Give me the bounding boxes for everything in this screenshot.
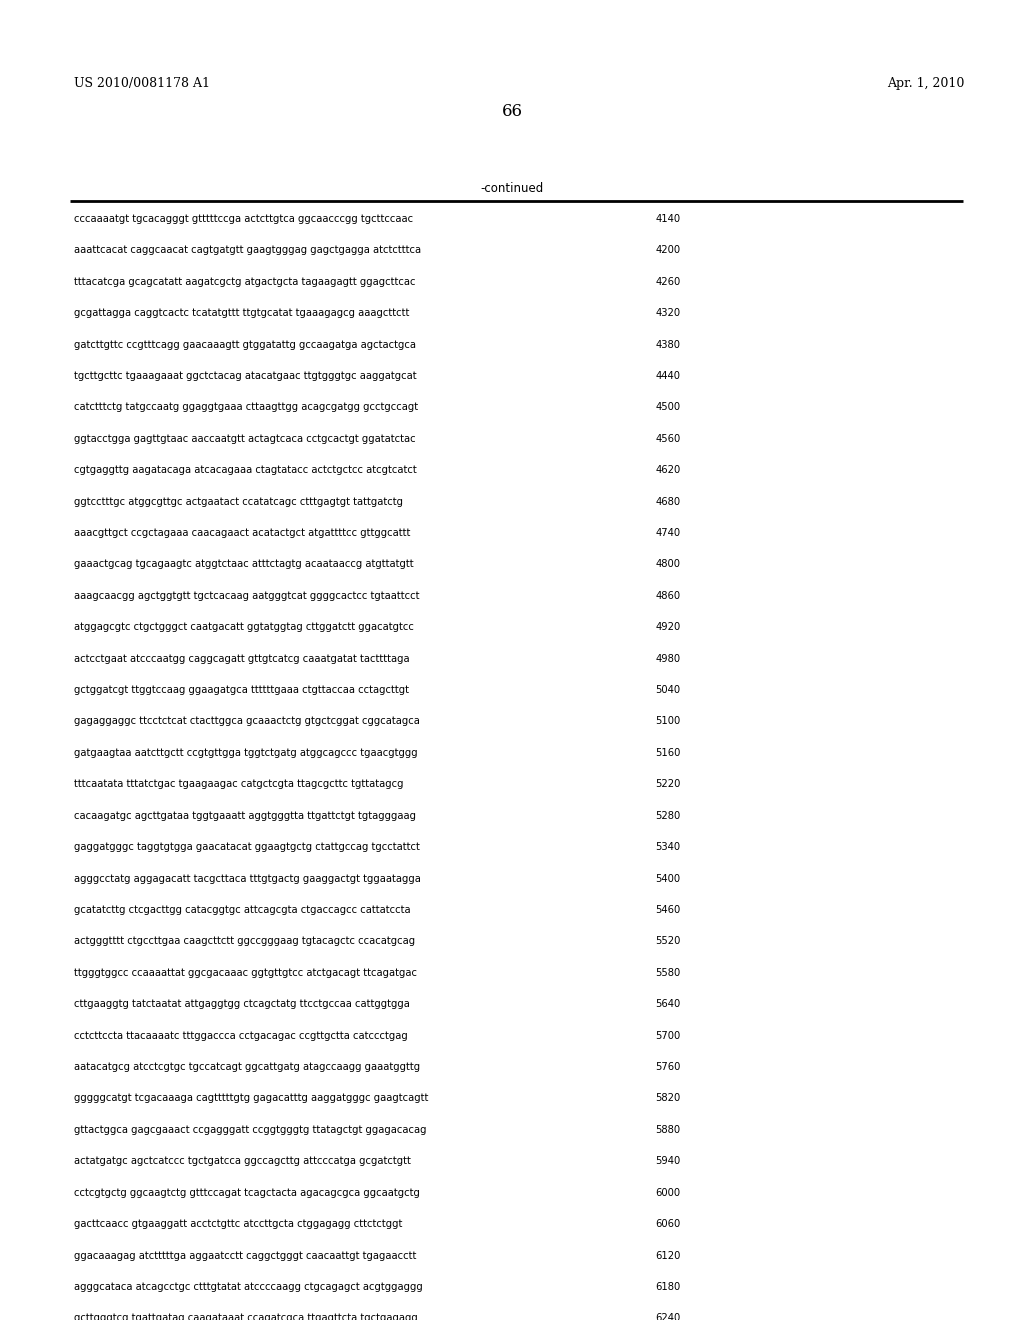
Text: -continued: -continued	[480, 182, 544, 195]
Text: 4740: 4740	[655, 528, 681, 539]
Text: 6060: 6060	[655, 1220, 681, 1229]
Text: 4380: 4380	[655, 339, 680, 350]
Text: ttgggtggcc ccaaaattat ggcgacaaac ggtgttgtcc atctgacagt ttcagatgac: ttgggtggcc ccaaaattat ggcgacaaac ggtgttg…	[74, 968, 417, 978]
Text: 6240: 6240	[655, 1313, 681, 1320]
Text: gatcttgttc ccgtttcagg gaacaaagtt gtggatattg gccaagatga agctactgca: gatcttgttc ccgtttcagg gaacaaagtt gtggata…	[74, 339, 416, 350]
Text: ggacaaagag atctttttga aggaatcctt caggctgggt caacaattgt tgagaacctt: ggacaaagag atctttttga aggaatcctt caggctg…	[74, 1250, 416, 1261]
Text: 5580: 5580	[655, 968, 681, 978]
Text: cacaagatgc agcttgataa tggtgaaatt aggtgggtta ttgattctgt tgtagggaag: cacaagatgc agcttgataa tggtgaaatt aggtggg…	[74, 810, 416, 821]
Text: 4140: 4140	[655, 214, 681, 224]
Text: 5220: 5220	[655, 779, 681, 789]
Text: 4680: 4680	[655, 496, 681, 507]
Text: aatacatgcg atcctcgtgc tgccatcagt ggcattgatg atagccaagg gaaatggttg: aatacatgcg atcctcgtgc tgccatcagt ggcattg…	[74, 1063, 420, 1072]
Text: 4860: 4860	[655, 591, 681, 601]
Text: 5820: 5820	[655, 1093, 681, 1104]
Text: 5880: 5880	[655, 1125, 681, 1135]
Text: gcttgggtcg tgattgatag caagataaat ccagatcgca ttgagttcta tgctgagagg: gcttgggtcg tgattgatag caagataaat ccagatc…	[74, 1313, 418, 1320]
Text: 5100: 5100	[655, 717, 681, 726]
Text: actcctgaat atcccaatgg caggcagatt gttgtcatcg caaatgatat tacttttaga: actcctgaat atcccaatgg caggcagatt gttgtca…	[74, 653, 410, 664]
Text: tttcaatata tttatctgac tgaagaagac catgctcgta ttagcgcttc tgttatagcg: tttcaatata tttatctgac tgaagaagac catgctc…	[74, 779, 403, 789]
Text: actgggtttt ctgccttgaa caagcttctt ggccgggaag tgtacagctc ccacatgcag: actgggtttt ctgccttgaa caagcttctt ggccggg…	[74, 936, 415, 946]
Text: ggtacctgga gagttgtaac aaccaatgtt actagtcaca cctgcactgt ggatatctac: ggtacctgga gagttgtaac aaccaatgtt actagtc…	[74, 434, 416, 444]
Text: gttactggca gagcgaaact ccgagggatt ccggtgggtg ttatagctgt ggagacacag: gttactggca gagcgaaact ccgagggatt ccggtgg…	[74, 1125, 426, 1135]
Text: cccaaaatgt tgcacagggt gtttttccga actcttgtca ggcaacccgg tgcttccaac: cccaaaatgt tgcacagggt gtttttccga actcttg…	[74, 214, 413, 224]
Text: US 2010/0081178 A1: US 2010/0081178 A1	[74, 77, 210, 90]
Text: 4440: 4440	[655, 371, 680, 381]
Text: 5340: 5340	[655, 842, 681, 853]
Text: 4320: 4320	[655, 308, 681, 318]
Text: 4920: 4920	[655, 622, 681, 632]
Text: gctggatcgt ttggtccaag ggaagatgca ttttttgaaa ctgttaccaa cctagcttgt: gctggatcgt ttggtccaag ggaagatgca ttttttg…	[74, 685, 409, 696]
Text: 6180: 6180	[655, 1282, 681, 1292]
Text: tgcttgcttc tgaaagaaat ggctctacag atacatgaac ttgtgggtgc aaggatgcat: tgcttgcttc tgaaagaaat ggctctacag atacatg…	[74, 371, 417, 381]
Text: cttgaaggtg tatctaatat attgaggtgg ctcagctatg ttcctgccaa cattggtgga: cttgaaggtg tatctaatat attgaggtgg ctcagct…	[74, 999, 410, 1010]
Text: 4260: 4260	[655, 277, 681, 286]
Text: 5700: 5700	[655, 1031, 681, 1040]
Text: 5760: 5760	[655, 1063, 681, 1072]
Text: gcgattagga caggtcactc tcatatgttt ttgtgcatat tgaaagagcg aaagcttctt: gcgattagga caggtcactc tcatatgttt ttgtgca…	[74, 308, 410, 318]
Text: 4800: 4800	[655, 560, 680, 569]
Text: aaacgttgct ccgctagaaa caacagaact acatactgct atgattttcc gttggcattt: aaacgttgct ccgctagaaa caacagaact acatact…	[74, 528, 410, 539]
Text: 4560: 4560	[655, 434, 681, 444]
Text: aaattcacat caggcaacat cagtgatgtt gaagtgggag gagctgagga atctctttca: aaattcacat caggcaacat cagtgatgtt gaagtgg…	[74, 246, 421, 255]
Text: ggtcctttgc atggcgttgc actgaatact ccatatcagc ctttgagtgt tattgatctg: ggtcctttgc atggcgttgc actgaatact ccatatc…	[74, 496, 402, 507]
Text: gcatatcttg ctcgacttgg catacggtgc attcagcgta ctgaccagcc cattatccta: gcatatcttg ctcgacttgg catacggtgc attcagc…	[74, 906, 411, 915]
Text: 6000: 6000	[655, 1188, 681, 1197]
Text: 5640: 5640	[655, 999, 681, 1010]
Text: 5940: 5940	[655, 1156, 681, 1167]
Text: agggcataca atcagcctgc ctttgtatat atccccaagg ctgcagagct acgtggaggg: agggcataca atcagcctgc ctttgtatat atcccca…	[74, 1282, 423, 1292]
Text: aaagcaacgg agctggtgtt tgctcacaag aatgggtcat ggggcactcc tgtaattcct: aaagcaacgg agctggtgtt tgctcacaag aatgggt…	[74, 591, 419, 601]
Text: gaggatgggc taggtgtgga gaacatacat ggaagtgctg ctattgccag tgcctattct: gaggatgggc taggtgtgga gaacatacat ggaagtg…	[74, 842, 420, 853]
Text: 5040: 5040	[655, 685, 681, 696]
Text: catctttctg tatgccaatg ggaggtgaaa cttaagttgg acagcgatgg gcctgccagt: catctttctg tatgccaatg ggaggtgaaa cttaagt…	[74, 403, 418, 412]
Text: tttacatcga gcagcatatt aagatcgctg atgactgcta tagaagagtt ggagcttcac: tttacatcga gcagcatatt aagatcgctg atgactg…	[74, 277, 415, 286]
Text: 4500: 4500	[655, 403, 681, 412]
Text: cgtgaggttg aagatacaga atcacagaaa ctagtatacc actctgctcc atcgtcatct: cgtgaggttg aagatacaga atcacagaaa ctagtat…	[74, 465, 417, 475]
Text: cctcgtgctg ggcaagtctg gtttccagat tcagctacta agacagcgca ggcaatgctg: cctcgtgctg ggcaagtctg gtttccagat tcagcta…	[74, 1188, 420, 1197]
Text: gatgaagtaa aatcttgctt ccgtgttgga tggtctgatg atggcagccc tgaacgtggg: gatgaagtaa aatcttgctt ccgtgttgga tggtctg…	[74, 748, 418, 758]
Text: 4980: 4980	[655, 653, 681, 664]
Text: 66: 66	[502, 103, 522, 120]
Text: atggagcgtc ctgctgggct caatgacatt ggtatggtag cttggatctt ggacatgtcc: atggagcgtc ctgctgggct caatgacatt ggtatgg…	[74, 622, 414, 632]
Text: 5520: 5520	[655, 936, 681, 946]
Text: agggcctatg aggagacatt tacgcttaca tttgtgactg gaaggactgt tggaatagga: agggcctatg aggagacatt tacgcttaca tttgtga…	[74, 874, 421, 883]
Text: gagaggaggc ttcctctcat ctacttggca gcaaactctg gtgctcggat cggcatagca: gagaggaggc ttcctctcat ctacttggca gcaaact…	[74, 717, 420, 726]
Text: gaaactgcag tgcagaagtc atggtctaac atttctagtg acaataaccg atgttatgtt: gaaactgcag tgcagaagtc atggtctaac atttcta…	[74, 560, 414, 569]
Text: 4620: 4620	[655, 465, 681, 475]
Text: 5400: 5400	[655, 874, 681, 883]
Text: Apr. 1, 2010: Apr. 1, 2010	[887, 77, 965, 90]
Text: cctcttccta ttacaaaatc tttggaccca cctgacagac ccgttgctta catccctgag: cctcttccta ttacaaaatc tttggaccca cctgaca…	[74, 1031, 408, 1040]
Text: gacttcaacc gtgaaggatt acctctgttc atccttgcta ctggagagg cttctctggt: gacttcaacc gtgaaggatt acctctgttc atccttg…	[74, 1220, 402, 1229]
Text: 4200: 4200	[655, 246, 681, 255]
Text: 5280: 5280	[655, 810, 681, 821]
Text: 5460: 5460	[655, 906, 681, 915]
Text: gggggcatgt tcgacaaaga cagtttttgtg gagacatttg aaggatgggc gaagtcagtt: gggggcatgt tcgacaaaga cagtttttgtg gagaca…	[74, 1093, 428, 1104]
Text: actatgatgc agctcatccc tgctgatcca ggccagcttg attcccatga gcgatctgtt: actatgatgc agctcatccc tgctgatcca ggccagc…	[74, 1156, 411, 1167]
Text: 5160: 5160	[655, 748, 681, 758]
Text: 6120: 6120	[655, 1250, 681, 1261]
